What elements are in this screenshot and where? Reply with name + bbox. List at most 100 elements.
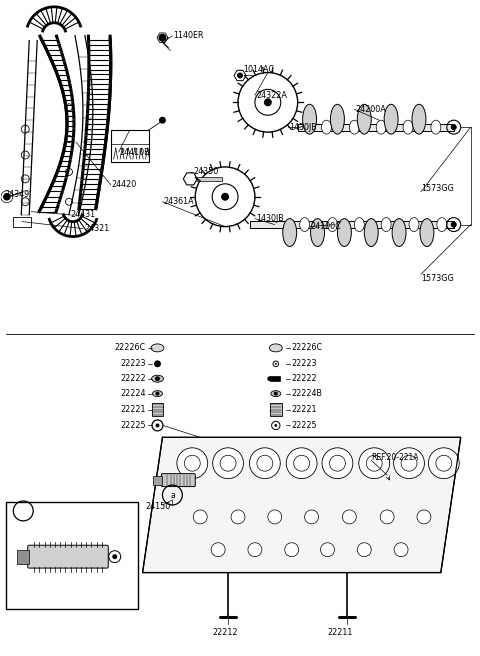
Circle shape <box>177 448 208 479</box>
Text: 22212: 22212 <box>212 628 238 637</box>
Ellipse shape <box>302 104 316 134</box>
Ellipse shape <box>384 104 398 134</box>
Circle shape <box>451 124 457 130</box>
Circle shape <box>65 104 72 111</box>
Circle shape <box>248 543 262 557</box>
Text: 22221: 22221 <box>292 405 317 414</box>
Text: 22226C: 22226C <box>292 343 323 352</box>
Circle shape <box>275 424 277 427</box>
Ellipse shape <box>152 375 164 382</box>
Bar <box>250 221 454 228</box>
Ellipse shape <box>153 390 162 397</box>
Circle shape <box>275 363 277 365</box>
Text: 1430JB: 1430JB <box>288 123 316 132</box>
Ellipse shape <box>392 218 406 247</box>
Text: 22221: 22221 <box>120 405 145 414</box>
Circle shape <box>264 98 272 106</box>
Circle shape <box>221 193 229 201</box>
Circle shape <box>267 377 272 381</box>
Ellipse shape <box>311 218 324 247</box>
Text: 22226C: 22226C <box>114 343 145 352</box>
Text: a: a <box>170 491 175 499</box>
Bar <box>197 177 222 180</box>
Text: 24200A: 24200A <box>355 105 386 113</box>
Bar <box>17 550 29 564</box>
Circle shape <box>154 360 161 367</box>
Ellipse shape <box>403 120 413 134</box>
Circle shape <box>417 510 431 524</box>
Ellipse shape <box>357 104 371 134</box>
Text: 24420: 24420 <box>112 180 137 190</box>
Text: a: a <box>21 506 25 516</box>
Text: 1573GG: 1573GG <box>421 184 454 194</box>
Text: 22225: 22225 <box>292 421 317 430</box>
Circle shape <box>21 197 29 206</box>
Ellipse shape <box>364 218 378 247</box>
Text: 24100C: 24100C <box>311 222 341 231</box>
Ellipse shape <box>330 104 344 134</box>
Bar <box>298 124 454 131</box>
Text: 24361A: 24361A <box>164 197 194 206</box>
Circle shape <box>159 117 166 124</box>
Circle shape <box>21 175 29 183</box>
Ellipse shape <box>327 218 337 232</box>
Text: 24431: 24431 <box>70 210 95 219</box>
Bar <box>153 476 162 485</box>
Ellipse shape <box>354 218 364 232</box>
Ellipse shape <box>271 390 281 397</box>
Circle shape <box>21 125 29 133</box>
Ellipse shape <box>337 218 351 247</box>
Circle shape <box>211 543 225 557</box>
Text: 1140EJ: 1140EJ <box>36 588 63 597</box>
Ellipse shape <box>300 218 310 232</box>
Text: 1573GG: 1573GG <box>421 274 454 283</box>
Ellipse shape <box>151 344 164 352</box>
Circle shape <box>305 510 319 524</box>
Ellipse shape <box>420 218 434 247</box>
Ellipse shape <box>381 218 391 232</box>
Bar <box>6 502 138 609</box>
Text: 22211: 22211 <box>327 628 353 637</box>
Ellipse shape <box>376 120 386 134</box>
Text: 24150: 24150 <box>145 502 171 512</box>
Text: 24350: 24350 <box>193 167 218 176</box>
Circle shape <box>274 392 278 396</box>
Text: 24321: 24321 <box>84 224 109 233</box>
Text: REF.20-221A: REF.20-221A <box>371 453 419 462</box>
Text: 22223: 22223 <box>120 359 145 368</box>
Circle shape <box>65 198 72 205</box>
Circle shape <box>156 392 159 396</box>
Bar <box>152 403 164 417</box>
Circle shape <box>65 169 72 175</box>
Circle shape <box>342 510 356 524</box>
Text: 24355: 24355 <box>36 525 61 535</box>
Ellipse shape <box>437 218 447 232</box>
Ellipse shape <box>409 218 419 232</box>
Bar <box>270 377 280 381</box>
Text: 22223: 22223 <box>292 359 317 368</box>
Bar <box>13 216 31 226</box>
Text: 24322A: 24322A <box>256 91 287 100</box>
Ellipse shape <box>412 104 426 134</box>
Ellipse shape <box>322 120 332 134</box>
Circle shape <box>21 151 29 159</box>
Text: 22225: 22225 <box>120 421 145 430</box>
Circle shape <box>322 448 353 479</box>
Text: 1430JB: 1430JB <box>256 214 284 223</box>
Circle shape <box>193 510 207 524</box>
Circle shape <box>213 448 243 479</box>
Text: 22222: 22222 <box>120 374 145 383</box>
Bar <box>270 403 282 417</box>
Circle shape <box>357 543 371 557</box>
Circle shape <box>3 193 11 201</box>
Circle shape <box>156 423 159 428</box>
Circle shape <box>394 543 408 557</box>
Circle shape <box>112 554 117 559</box>
Text: 1140ER: 1140ER <box>173 31 204 40</box>
Circle shape <box>359 448 390 479</box>
Circle shape <box>451 222 457 228</box>
Circle shape <box>65 136 72 142</box>
FancyBboxPatch shape <box>161 474 195 487</box>
Circle shape <box>286 448 317 479</box>
FancyBboxPatch shape <box>28 545 108 568</box>
